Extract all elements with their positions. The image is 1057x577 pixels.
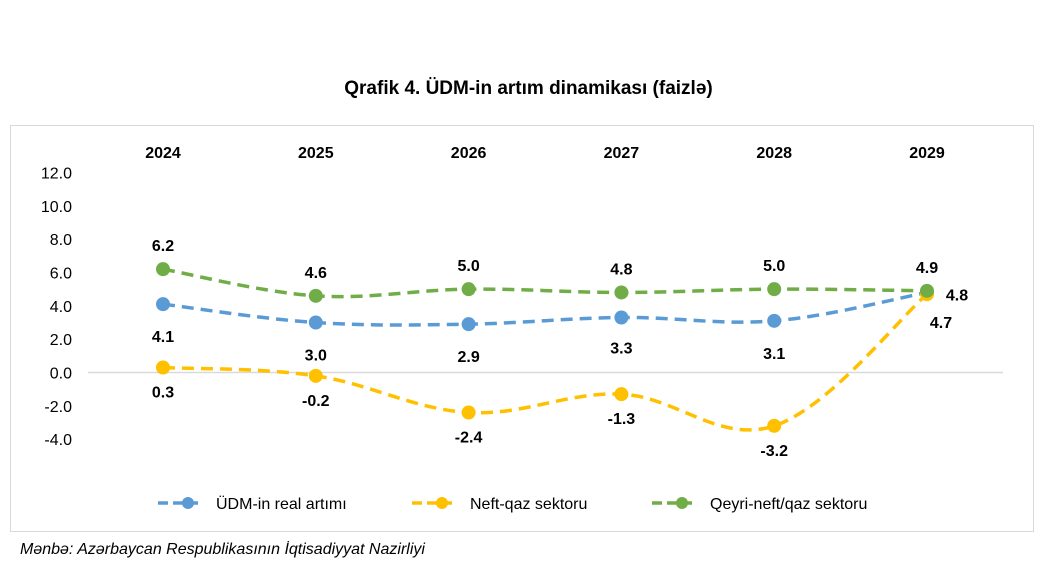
x-category-label: 2024 [145, 145, 181, 162]
data-point-0 [767, 313, 782, 328]
chart-frame [10, 125, 1034, 532]
data-point-2 [767, 282, 782, 297]
data-point-0 [308, 315, 323, 330]
x-category-label: 2028 [756, 145, 792, 162]
data-point-0 [156, 297, 170, 312]
data-label: 6.2 [152, 238, 174, 255]
y-tick-label: 10.0 [41, 199, 72, 216]
series-line-1 [162, 292, 929, 432]
y-tick-label: 12.0 [41, 165, 72, 182]
data-point-2 [920, 283, 934, 298]
data-label: 3.0 [305, 347, 327, 364]
data-label: 3.3 [610, 340, 632, 357]
data-label: 4.1 [152, 329, 174, 346]
data-point-0 [614, 310, 629, 325]
data-label: 4.9 [916, 260, 938, 277]
x-category-label: 2027 [604, 145, 640, 162]
data-label: 4.7 [930, 315, 952, 332]
y-tick-label: -4.0 [44, 432, 72, 449]
data-point-1 [308, 368, 323, 383]
legend-label: Neft-qaz sektoru [470, 496, 587, 513]
data-label: 0.3 [152, 384, 174, 401]
data-point-2 [308, 288, 323, 303]
legend-label: ÜDM-in real artımı [216, 495, 347, 513]
legend-marker-1 [436, 497, 448, 509]
series-line-2 [162, 267, 928, 299]
x-category-label: 2026 [451, 145, 487, 162]
x-category-label: 2025 [298, 145, 334, 162]
legend-marker-0 [182, 497, 194, 509]
data-label: 5.0 [457, 258, 479, 275]
y-tick-label: -2.0 [44, 399, 72, 416]
data-label: -1.3 [608, 411, 636, 428]
y-tick-label: 8.0 [50, 232, 72, 249]
data-label: -2.4 [455, 430, 483, 447]
data-point-1 [767, 418, 782, 433]
y-tick-label: 0.0 [50, 366, 72, 383]
legend-marker-2 [676, 497, 688, 509]
y-tick-label: 6.0 [50, 265, 72, 282]
data-point-1 [461, 405, 476, 420]
chart-title: Qrafik 4. ÜDM-in artım dinamikası (faizl… [344, 78, 713, 99]
y-tick-label: 2.0 [50, 332, 72, 349]
data-label: -3.2 [760, 443, 788, 460]
data-point-2 [461, 282, 476, 297]
data-label: -0.2 [302, 393, 330, 410]
data-point-1 [614, 387, 629, 402]
series-line-0 [162, 290, 928, 327]
data-label: 4.8 [946, 287, 968, 304]
data-label: 4.8 [610, 261, 632, 278]
data-point-2 [614, 285, 629, 300]
data-label: 4.6 [305, 265, 327, 282]
y-tick-label: 4.0 [50, 299, 72, 316]
data-label: 5.0 [763, 258, 785, 275]
x-category-label: 2029 [909, 145, 945, 162]
legend-label: Qeyri-neft/qaz sektoru [710, 496, 867, 513]
data-label: 3.1 [763, 346, 785, 363]
data-point-1 [156, 360, 170, 375]
data-label: 2.9 [457, 349, 479, 366]
data-point-0 [461, 317, 476, 332]
source-note: Mənbə: Azərbaycan Respublikasının İqtisa… [20, 541, 425, 558]
data-point-2 [156, 262, 170, 277]
